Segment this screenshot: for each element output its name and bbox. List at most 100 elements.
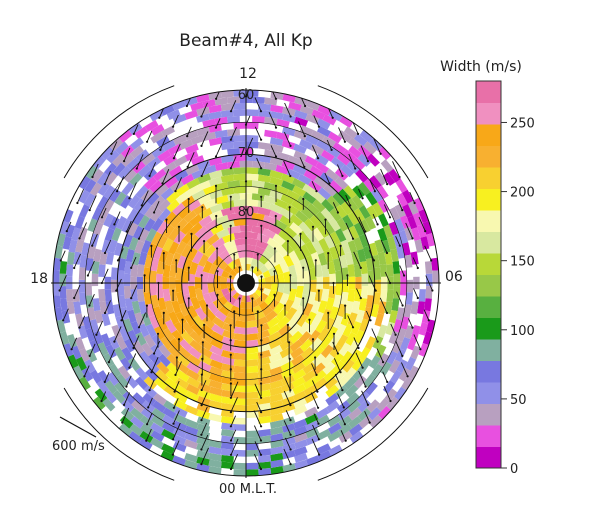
flow-vector-origin xyxy=(317,422,320,425)
width-cell xyxy=(422,331,433,345)
colorbar-tick-label: 100 xyxy=(510,324,535,339)
width-cell xyxy=(246,339,259,348)
width-cell xyxy=(385,321,395,336)
width-cell xyxy=(357,399,371,413)
width-cell xyxy=(197,389,211,400)
flow-vector-origin xyxy=(175,259,178,262)
flow-vector xyxy=(79,315,86,328)
flow-vector xyxy=(101,268,109,284)
width-cell xyxy=(313,176,328,189)
width-cell xyxy=(422,221,433,235)
width-cell xyxy=(280,353,294,366)
width-cell xyxy=(188,285,197,299)
width-cell xyxy=(125,248,135,263)
width-cell xyxy=(233,391,246,399)
width-cell xyxy=(130,321,142,335)
flow-vector xyxy=(146,412,153,425)
flow-vector xyxy=(121,407,130,423)
width-cell xyxy=(181,321,194,336)
flow-vector-origin xyxy=(274,126,278,129)
width-cell xyxy=(233,333,246,341)
width-cell xyxy=(233,372,246,380)
flow-vector xyxy=(149,162,157,177)
width-cell xyxy=(151,231,163,246)
width-cell xyxy=(113,346,126,361)
width-cell xyxy=(123,169,137,183)
width-cell xyxy=(323,221,336,235)
flow-vector xyxy=(383,204,391,218)
width-cell xyxy=(325,297,335,311)
flow-vector-origin xyxy=(172,422,175,425)
flow-vector xyxy=(108,349,115,363)
width-cell xyxy=(334,204,348,219)
width-cell xyxy=(292,234,306,248)
width-cell xyxy=(320,149,335,162)
width-cell xyxy=(92,396,106,411)
width-cell xyxy=(407,365,420,380)
width-cell xyxy=(157,297,167,311)
flow-vector-origin xyxy=(339,244,342,247)
flow-vector-origin xyxy=(140,204,143,207)
width-cell xyxy=(326,195,340,209)
width-cell xyxy=(130,264,139,278)
width-cell xyxy=(179,138,193,150)
width-cell xyxy=(150,258,159,272)
flow-vector xyxy=(201,131,209,147)
flow-vector-origin xyxy=(318,453,321,456)
flow-vector xyxy=(175,177,183,192)
flow-vector-origin xyxy=(416,296,419,300)
width-cell xyxy=(246,122,259,130)
colorbar-step xyxy=(476,425,501,447)
width-cell xyxy=(87,307,96,321)
width-cell xyxy=(167,143,182,156)
width-cell xyxy=(227,115,240,124)
width-cell xyxy=(335,270,343,283)
width-cell xyxy=(174,169,189,182)
flow-vector-origin xyxy=(317,438,320,441)
flow-vector-origin xyxy=(190,232,193,235)
flow-vector-origin xyxy=(73,296,76,300)
width-cell xyxy=(406,279,414,293)
width-cell xyxy=(175,218,188,232)
width-cell xyxy=(359,261,368,275)
width-cell xyxy=(221,135,234,144)
flow-vector xyxy=(149,379,155,391)
width-cell xyxy=(293,130,308,141)
width-cell xyxy=(145,323,157,338)
width-cell xyxy=(220,103,234,111)
width-cell xyxy=(134,126,149,139)
width-cell xyxy=(288,323,302,337)
width-cell xyxy=(233,231,246,240)
flow-vector xyxy=(384,271,391,284)
width-cell xyxy=(197,382,212,393)
flow-vector xyxy=(230,100,237,112)
width-cell xyxy=(246,404,259,412)
flow-vector xyxy=(373,138,382,154)
width-cell xyxy=(172,434,187,446)
flow-vector xyxy=(283,160,291,177)
width-cell xyxy=(89,339,101,354)
width-cell xyxy=(135,367,149,381)
width-cell xyxy=(350,321,362,335)
width-cell xyxy=(275,164,290,175)
width-cell xyxy=(111,227,122,242)
width-cell xyxy=(311,227,324,242)
flow-vector xyxy=(358,370,367,387)
width-cell xyxy=(257,174,272,183)
flow-vector xyxy=(130,285,138,299)
width-cell xyxy=(145,368,159,382)
width-cell xyxy=(74,215,85,230)
colorbar-step xyxy=(476,339,501,361)
width-cell xyxy=(233,346,246,354)
width-cell xyxy=(410,301,419,315)
width-cell xyxy=(336,152,351,166)
width-cell xyxy=(394,348,406,363)
flow-vector xyxy=(126,220,132,232)
width-cell xyxy=(365,257,374,271)
width-cell xyxy=(315,211,329,225)
width-cell xyxy=(85,165,98,180)
width-cell xyxy=(270,426,284,436)
width-cell xyxy=(282,113,296,123)
width-cell xyxy=(207,251,219,264)
flow-vector-origin xyxy=(214,126,218,129)
